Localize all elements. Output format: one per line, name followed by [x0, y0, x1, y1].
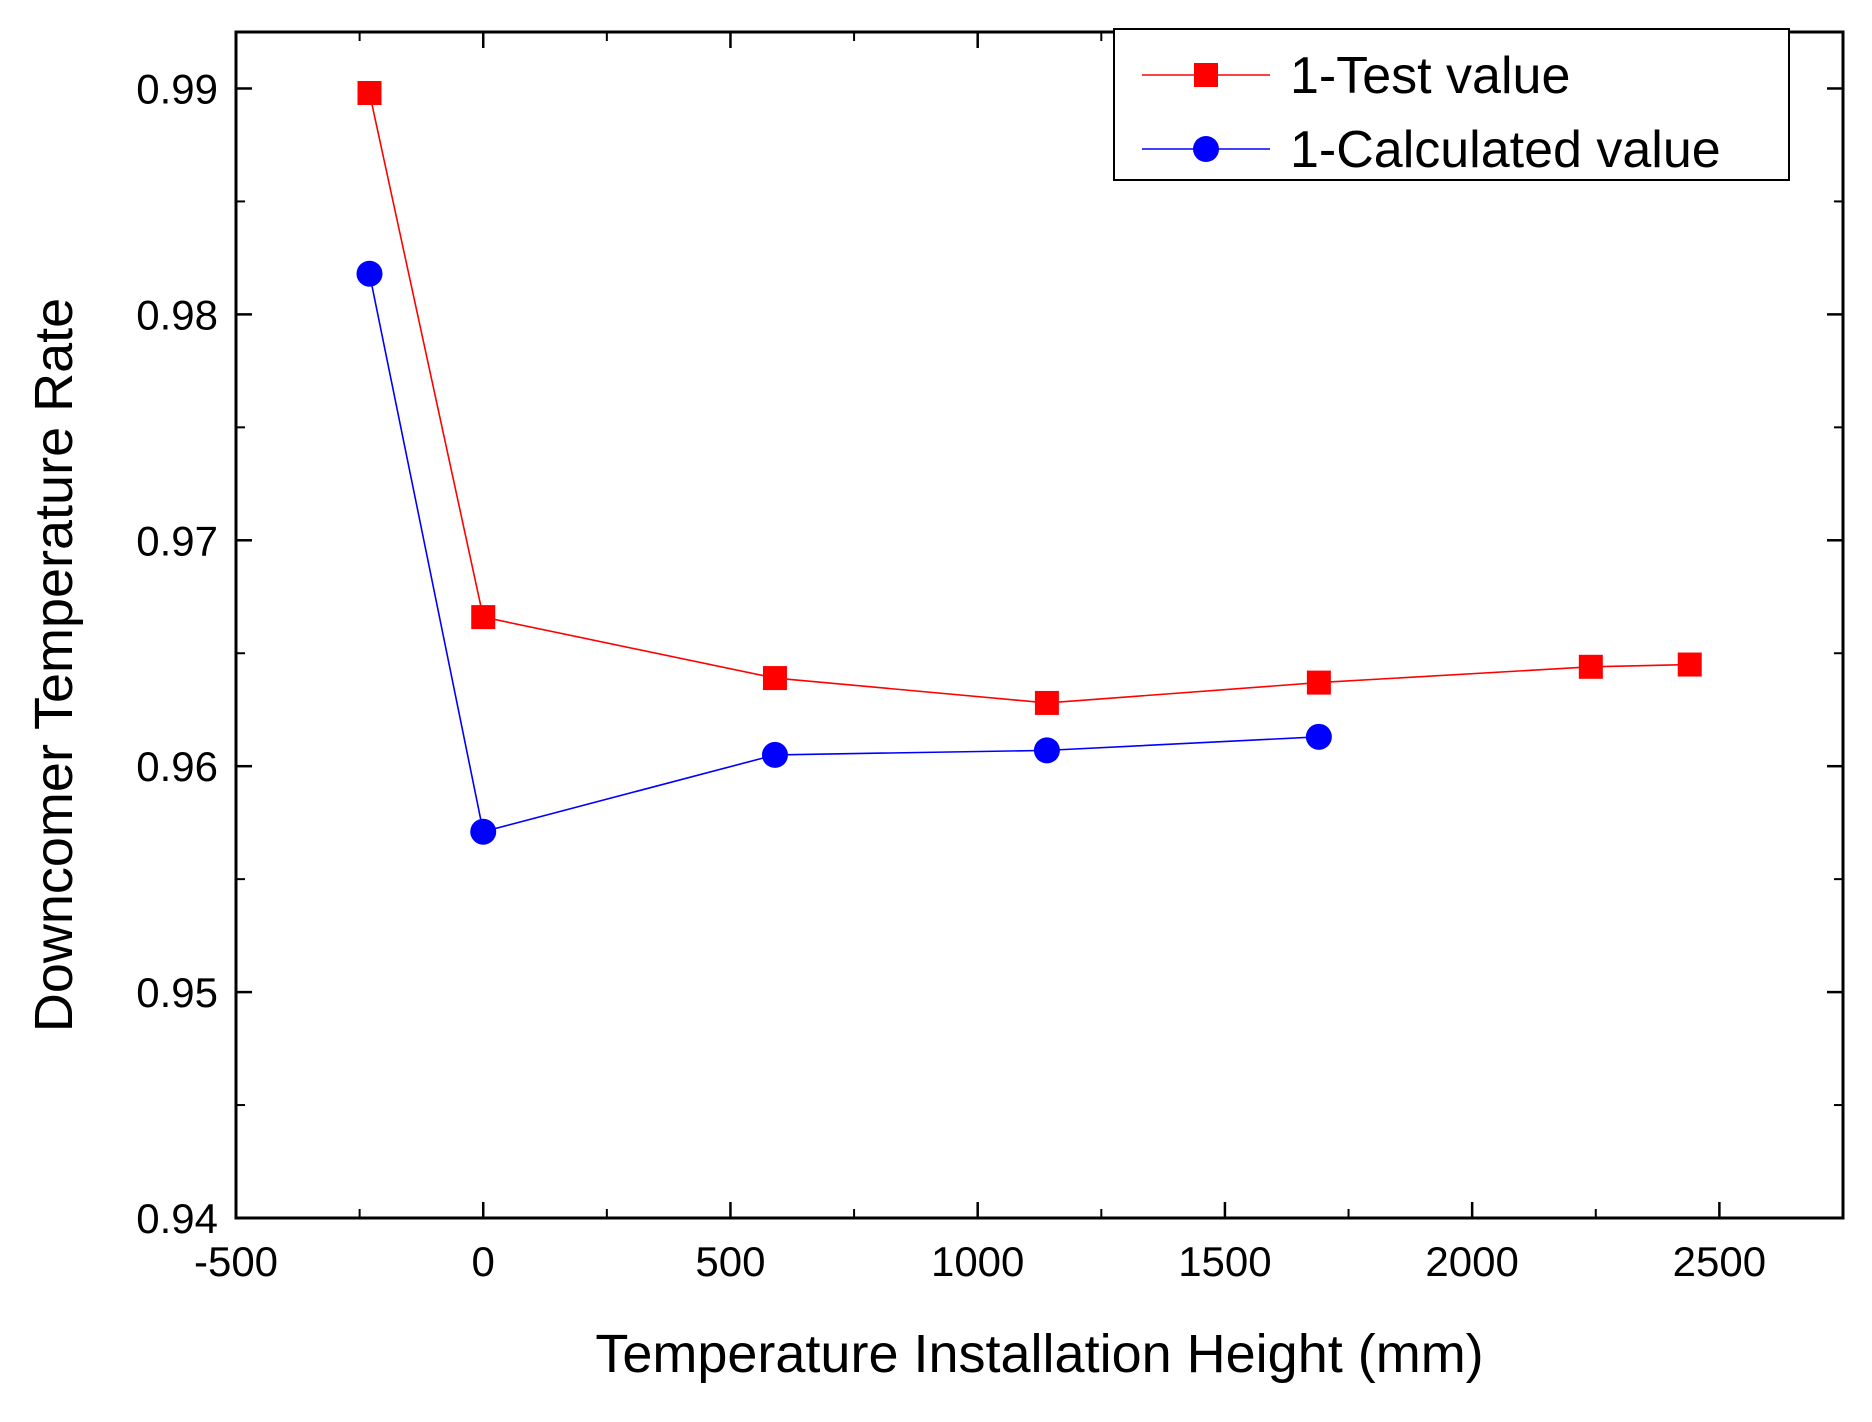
data-point-2-4 [1033, 737, 1060, 764]
data-point-1-1 [357, 80, 382, 105]
data-point-1-2 [471, 605, 496, 630]
x-tick-label: -500 [194, 1238, 278, 1285]
series-line-1 [368, 92, 1690, 704]
x-tick-label: 2000 [1425, 1238, 1518, 1285]
data-point-2-3 [761, 741, 788, 768]
y-axis-title: Downcomer Temperature Rate [24, 298, 84, 1032]
legend-label-2: 1-Calculated value [1290, 121, 1721, 179]
y-tick-label: 0.99 [136, 65, 218, 112]
plot-frame [234, 30, 1845, 1220]
legend-marker-2 [1193, 136, 1219, 162]
data-point-1-6 [1578, 654, 1603, 679]
y-tick-label: 0.97 [136, 517, 218, 564]
legend-box [1113, 28, 1790, 181]
data-point-1-3 [762, 666, 787, 691]
data-point-1-5 [1306, 670, 1331, 695]
x-tick-label: 1000 [931, 1238, 1024, 1285]
data-point-2-5 [1305, 723, 1332, 750]
series-line-2 [368, 273, 1319, 833]
x-tick-label: 500 [695, 1238, 765, 1285]
y-tick-label: 0.98 [136, 291, 218, 338]
x-axis-title: Temperature Installation Height (mm) [595, 1324, 1483, 1384]
x-tick-label: 2500 [1673, 1238, 1766, 1285]
data-point-2-2 [470, 818, 497, 845]
legend-marker-1 [1194, 63, 1218, 87]
legend-label-1: 1-Test value [1290, 47, 1570, 105]
x-tick-label: 0 [472, 1238, 495, 1285]
x-tick-label: 1500 [1178, 1238, 1271, 1285]
y-tick-label: 0.95 [136, 969, 218, 1016]
data-point-1-4 [1034, 690, 1059, 715]
data-point-2-1 [356, 260, 383, 287]
y-tick-label: 0.96 [136, 743, 218, 790]
data-point-1-7 [1677, 652, 1702, 677]
y-tick-label: 0.94 [136, 1195, 218, 1242]
